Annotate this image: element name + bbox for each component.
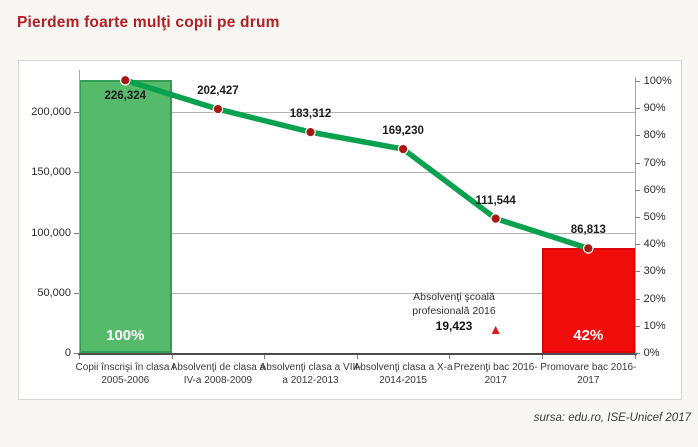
category-label: Copii înscrişi în clasa I 2005-2006	[75, 362, 176, 387]
annotation-line2: profesională 2016	[412, 305, 496, 317]
left-axis-tick-label: 200,000	[31, 106, 71, 118]
right-axis-tick	[635, 189, 640, 191]
x-axis-tick	[449, 355, 450, 359]
right-axis-tick-label: 60%	[643, 183, 666, 196]
bar-percent-label: 100%	[106, 327, 145, 344]
right-axis-tick-label: 100%	[643, 75, 672, 87]
x-axis-tick	[264, 355, 265, 359]
right-axis-tick	[635, 108, 640, 110]
right-axis-tick	[635, 325, 640, 327]
right-axis-tick-label: 80%	[643, 129, 666, 142]
chart-title: Pierdem foarte mulţi copii pe drum	[17, 14, 280, 31]
annotation-vocational-school: Absolvenţi şcoală profesională 2016 19,4…	[389, 290, 519, 333]
right-axis-tick	[635, 298, 640, 300]
right-axis-tick-label: 70%	[643, 156, 666, 169]
category-label: Absolvenţi de clasa a IV-a 2008-2009	[170, 362, 266, 387]
left-axis-tick	[74, 172, 79, 174]
bar-percent-label: 42%	[573, 327, 604, 344]
data-point-label: 86,813	[570, 224, 606, 237]
left-axis-line	[79, 70, 80, 353]
triangle-up-icon: ▲	[488, 320, 503, 337]
right-axis-tick	[635, 271, 640, 273]
bar-42%	[541, 248, 635, 353]
right-axis-tick-label: 40%	[643, 238, 666, 251]
left-axis-tick	[74, 232, 79, 234]
data-point-marker	[490, 213, 501, 224]
right-axis-tick-label: 90%	[643, 102, 666, 115]
right-axis-tick-label: 30%	[643, 265, 666, 278]
bar-100%	[78, 80, 172, 353]
category-label: Prezenţi bac 2016-2017	[453, 362, 538, 387]
category-label: Promovare bac 2016-2017	[540, 362, 637, 387]
category-label: Absolvenţi clasa a VIII-a 2012-2013	[259, 362, 362, 387]
right-axis-tick-label: 50%	[643, 211, 666, 223]
x-axis-tick	[79, 355, 80, 359]
left-axis-tick-label: 0	[64, 347, 71, 359]
data-point-label: 226,324	[104, 90, 147, 103]
x-axis-tick	[635, 355, 636, 359]
right-axis-tick	[635, 135, 640, 137]
data-point-label: 183,312	[289, 108, 332, 121]
right-axis-tick-label: 0%	[643, 347, 660, 359]
x-axis-tick	[542, 355, 543, 359]
right-axis-tick	[635, 353, 640, 354]
category-label: Absolvenţi clasa a X-a 2014-2015	[353, 362, 453, 387]
trend-line	[122, 77, 592, 252]
right-axis-tick-label: 20%	[643, 292, 666, 305]
left-axis-tick-label: 100,000	[31, 226, 71, 239]
data-point-marker	[305, 126, 316, 138]
x-axis-tick	[172, 355, 173, 359]
x-axis-line	[78, 353, 637, 355]
annotation-value: 19,423	[435, 319, 473, 333]
x-axis-tick	[357, 355, 358, 359]
left-axis-tick	[74, 292, 79, 294]
left-axis-tick	[74, 112, 79, 113]
left-axis-tick	[74, 353, 79, 354]
annotation-line1: Absolvenţi şcoală	[413, 291, 495, 303]
data-point-label: 111,544	[475, 194, 516, 207]
gridline	[79, 293, 635, 294]
right-axis-tick	[635, 217, 640, 218]
right-axis-tick	[635, 244, 640, 246]
source-credit: sursa: edu.ro, ISE-Unicef 2017	[533, 412, 691, 424]
left-axis-tick-label: 50,000	[37, 286, 71, 299]
data-point-label: 202,427	[197, 85, 239, 98]
data-point-marker	[397, 143, 409, 155]
right-axis-tick-label: 10%	[643, 319, 666, 332]
right-axis-tick	[635, 81, 640, 82]
right-axis-tick	[635, 162, 640, 164]
right-axis-line	[635, 77, 636, 353]
data-point-label: 169,230	[382, 125, 424, 138]
left-axis-tick-label: 150,000	[31, 166, 71, 179]
